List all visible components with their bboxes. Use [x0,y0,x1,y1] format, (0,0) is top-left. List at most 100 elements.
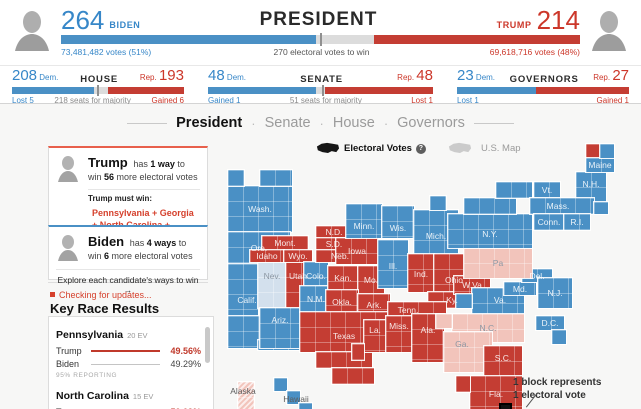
biden-ways-to-win-card: Biden has 4 ways to win 6 more electoral… [48,225,208,295]
state-ind[interactable] [408,254,434,292]
electoral-votes-map-icon[interactable] [316,141,340,156]
state-fla-part[interactable] [456,376,470,392]
tab-governors[interactable]: Governors [397,115,465,131]
state-ark[interactable] [358,294,390,316]
state-md[interactable] [504,282,536,295]
candidate-name: Trump [56,346,82,356]
key-races-scrollbar[interactable] [205,327,210,363]
president-summary-row: 264 BIDEN PRESIDENT TRUMP 214 73,481,482… [0,0,641,60]
trump-ev-count: 214 [536,5,580,35]
state-hawaii-part[interactable] [287,391,300,404]
state-maine[interactable] [586,158,614,172]
tab-separator-dot: · [251,115,256,131]
state-hawaii[interactable] [274,378,287,391]
key-race-candidate-row: Biden 49.29% [56,359,201,369]
state-ariz[interactable] [260,308,300,348]
house-title: HOUSE [80,74,118,85]
state-fla[interactable] [470,376,522,409]
state-sc[interactable] [484,346,522,376]
state-ny-part[interactable] [464,198,516,214]
tab-president[interactable]: President [176,115,243,131]
key-race-ev-badge: 20 EV [127,331,148,340]
state-ill[interactable] [378,240,408,288]
dem-change-note: Lost 1 [457,96,479,105]
threshold-label: 270 electoral votes to win [273,47,370,57]
rep-change-note: Gained 1 [596,96,629,105]
state-nev[interactable] [258,262,286,308]
state-ny-part[interactable] [496,182,532,198]
state-minn[interactable] [346,204,382,238]
electoral-vote-bar [61,33,580,46]
state-wash-part[interactable] [228,170,244,186]
state-maine-part[interactable] [600,144,614,158]
dem-change-note: Gained 1 [208,96,241,105]
electoral-votes-toggle[interactable]: Electoral Votes [344,143,412,154]
270-threshold-tick [320,33,323,46]
biden-ev-count: 264 [61,5,105,35]
senate-title: SENATE [300,74,343,85]
candidate-name: Trump [56,407,86,409]
state-miss[interactable] [386,316,412,352]
state-okla[interactable] [326,290,358,314]
state-texas-part[interactable] [332,368,374,384]
electoral-vote-cartogram: Wash. Ore. Calif. Nev. Utah Mont. Idaho Wyo. Col… [0,104,641,409]
us-map-toggle[interactable]: U.S. Map [480,143,521,154]
state-nd[interactable] [316,226,352,238]
state-ny[interactable] [448,214,532,248]
state-mich-part[interactable] [430,196,446,210]
trump-popular-votes: 69,618,716 votes (48%) [489,47,580,57]
key-race-results-panel[interactable]: Pennsylvania 20 EV Trump 49.56% Biden 49.29% 9… [48,316,214,409]
state-wash[interactable] [228,186,292,232]
update-bullet-icon [50,292,55,297]
state-hawaii-part[interactable] [299,403,312,409]
tab-rule-left [127,122,168,124]
info-icon[interactable]: ? [415,143,426,154]
key-race-header: North Carolina 15 EV [56,386,201,404]
tab-house[interactable]: House [332,115,375,131]
state-kan[interactable] [328,266,358,290]
result-leader-line [91,363,160,365]
state-ri[interactable] [564,214,590,230]
race-house: 208 Dem. HOUSE Rep. 193 Lost 5 218 seats for… [12,68,184,105]
candidate-percent: 49.56% [170,346,201,356]
tab-separator-dot: · [319,115,324,131]
state-nj[interactable] [538,278,572,308]
state-va-part[interactable] [456,294,472,308]
state-maine-cd2[interactable] [586,144,600,158]
key-race-results-title: Key Race Results [50,301,160,316]
trump-must-win-label: Trump must win: [88,193,152,203]
state-conn[interactable] [534,214,564,230]
trump-portrait [589,7,629,51]
house-bar [12,85,184,96]
result-leader-line [91,350,160,352]
state-mont[interactable] [262,236,308,250]
state-la-part[interactable] [352,344,364,360]
biden-popular-votes: 73,481,482 votes (51%) [61,47,152,57]
state-mass-part[interactable] [594,202,608,214]
state-nc-part[interactable] [436,314,452,328]
state-wis[interactable] [382,206,414,238]
us-map-icon[interactable] [448,141,472,156]
state-la[interactable] [364,320,386,352]
key-race-header: Pennsylvania 20 EV [56,325,201,343]
rep-change-note: Gained 6 [151,96,184,105]
state-wash-part[interactable] [260,170,292,186]
state-wyo[interactable] [284,250,312,262]
explore-ways-to-win-link[interactable]: Explore each candidate's ways to win → [56,268,200,295]
state-pa[interactable] [464,248,532,278]
state-idaho[interactable] [250,250,284,262]
state-iowa[interactable] [336,238,378,264]
biden-avatar [56,233,80,261]
state-dc-part[interactable] [552,330,566,344]
state-mass[interactable] [530,198,594,214]
state-nh[interactable] [576,172,606,202]
page-title: PRESIDENT [259,9,378,30]
divider [48,282,208,283]
senate-dem-count: 48 Dem. [208,67,247,84]
checking-for-updates: Checking for updates... [50,290,152,300]
state-dc[interactable] [536,316,564,330]
state-alaska[interactable] [238,382,254,409]
state-vt[interactable] [534,182,560,198]
governors-bar [457,87,629,94]
tab-senate[interactable]: Senate [264,115,311,131]
